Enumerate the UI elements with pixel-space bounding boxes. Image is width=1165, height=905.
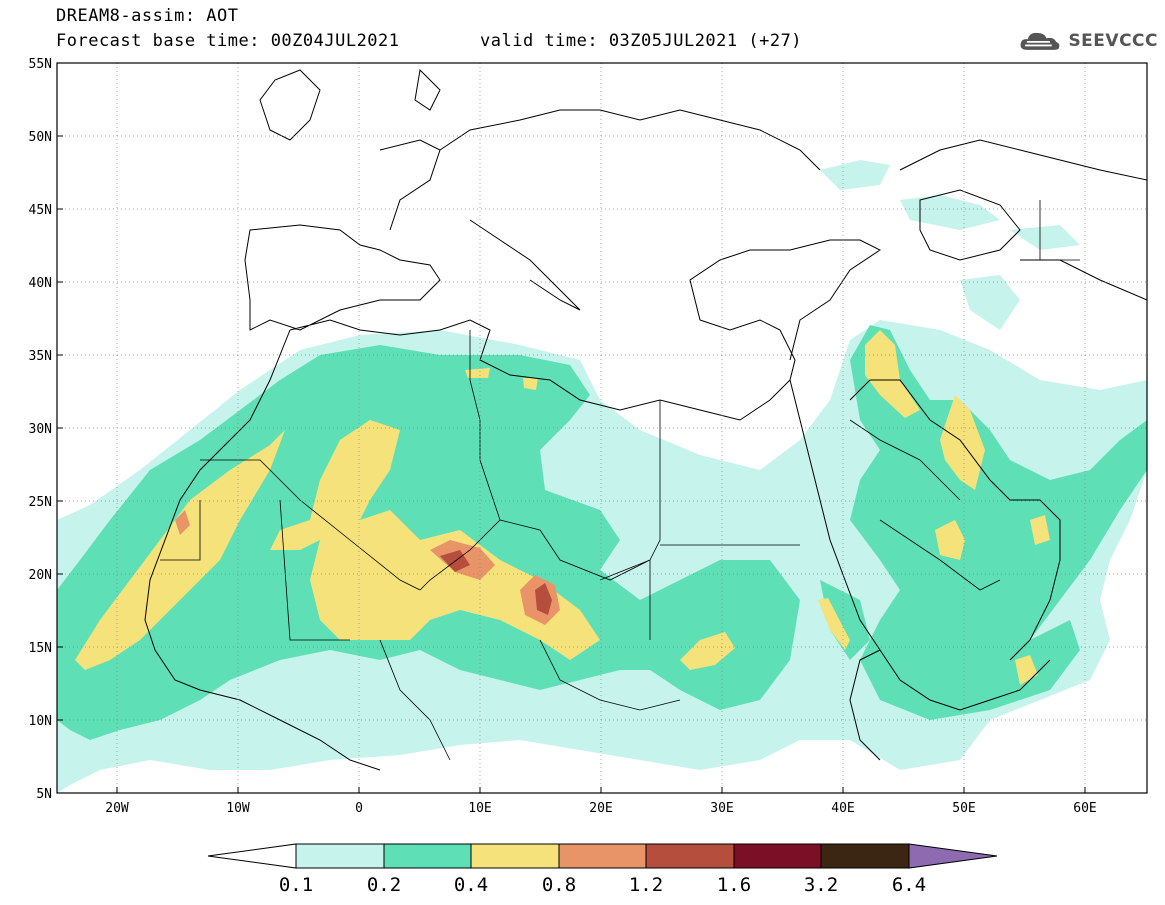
aot-level-0-4-central <box>270 420 600 660</box>
valid-time: valid time: 03Z05JUL2021 (+27) <box>480 31 803 51</box>
graticule <box>57 63 1147 793</box>
aot-level-0-2-east <box>850 325 1147 720</box>
lon-label: 40E <box>831 801 854 816</box>
lon-label: 0 <box>355 801 363 816</box>
aot-level-0-4-redsea <box>818 598 850 650</box>
colorbar-swatch <box>733 843 822 869</box>
lat-label: 50N <box>29 130 52 145</box>
axis-ticks <box>57 62 1086 794</box>
lat-label: 55N <box>29 57 52 72</box>
colorbar-label: 0.4 <box>454 874 488 896</box>
colorbar-swatch <box>558 843 647 869</box>
lat-label: 30N <box>29 422 52 437</box>
logo-text: SEEVCCC <box>1068 31 1158 51</box>
lon-label: 30E <box>710 801 733 816</box>
lat-label: 20N <box>29 568 52 583</box>
colorbar-label: 1.6 <box>717 874 751 896</box>
colorbar-above-arrow <box>908 843 998 869</box>
colorbar-swatch <box>820 843 910 869</box>
aot-level-1-2 <box>440 550 552 615</box>
aot-level-0-2-arabia-sw <box>820 580 870 660</box>
lon-label: 10W <box>226 801 250 816</box>
latitude-labels: 55N 50N 45N 40N 35N 30N 25N 20N 15N 10N … <box>29 57 52 802</box>
coast-europe-africa <box>144 68 1147 771</box>
aot-level-0-4-west <box>75 430 285 670</box>
colorbar-label: 3.2 <box>804 874 838 896</box>
lat-label: 25N <box>29 495 52 510</box>
lat-label: 10N <box>29 714 52 729</box>
longitude-labels: 20W 10W 0 10E 20E 30E 40E 50E 60E <box>105 801 1096 816</box>
aot-level-0-4-sudan <box>680 632 735 670</box>
colorbar-below-arrow <box>207 843 297 869</box>
aot-level-0-4-iraq <box>865 330 920 418</box>
aot-level-0-4-tunisia <box>465 368 538 390</box>
lon-label: 50E <box>952 801 975 816</box>
lat-label: 15N <box>29 641 52 656</box>
lon-label: 60E <box>1073 801 1096 816</box>
aot-level-0-4-arabia <box>935 515 1050 685</box>
colorbar-label: 0.1 <box>279 874 313 896</box>
lon-label: 10E <box>468 801 491 816</box>
colorbar-label: 6.4 <box>892 874 926 896</box>
forecast-base-time: Forecast base time: 00Z04JUL2021 <box>56 31 400 51</box>
aot-field <box>57 160 1147 793</box>
country-borders <box>160 200 1080 761</box>
cloud-logo-icon <box>1020 32 1060 50</box>
lat-label: 5N <box>36 787 52 802</box>
lon-label: 20E <box>589 801 612 816</box>
colorbar-swatch <box>645 843 735 869</box>
lat-label: 35N <box>29 349 52 364</box>
colorbar <box>207 843 998 869</box>
colorbar-swatch <box>470 843 560 869</box>
colorbar-swatch <box>295 843 385 869</box>
lon-label: 20W <box>105 801 129 816</box>
aot-level-0-8 <box>175 510 560 625</box>
colorbar-label: 1.2 <box>629 874 663 896</box>
seevccc-logo: SEEVCCC <box>1018 25 1158 57</box>
colorbar-label: 0.2 <box>367 874 401 896</box>
colorbar-label: 0.8 <box>542 874 576 896</box>
lat-label: 45N <box>29 203 52 218</box>
colorbar-swatch <box>383 843 472 869</box>
coastlines <box>144 68 1147 771</box>
map-title: DREAM8-assim: AOT <box>56 6 239 26</box>
aot-level-0-1-north <box>820 160 1080 330</box>
lat-label: 40N <box>29 276 52 291</box>
colorbar-labels: 0.1 0.2 0.4 0.8 1.2 1.6 3.2 6.4 <box>279 874 926 896</box>
